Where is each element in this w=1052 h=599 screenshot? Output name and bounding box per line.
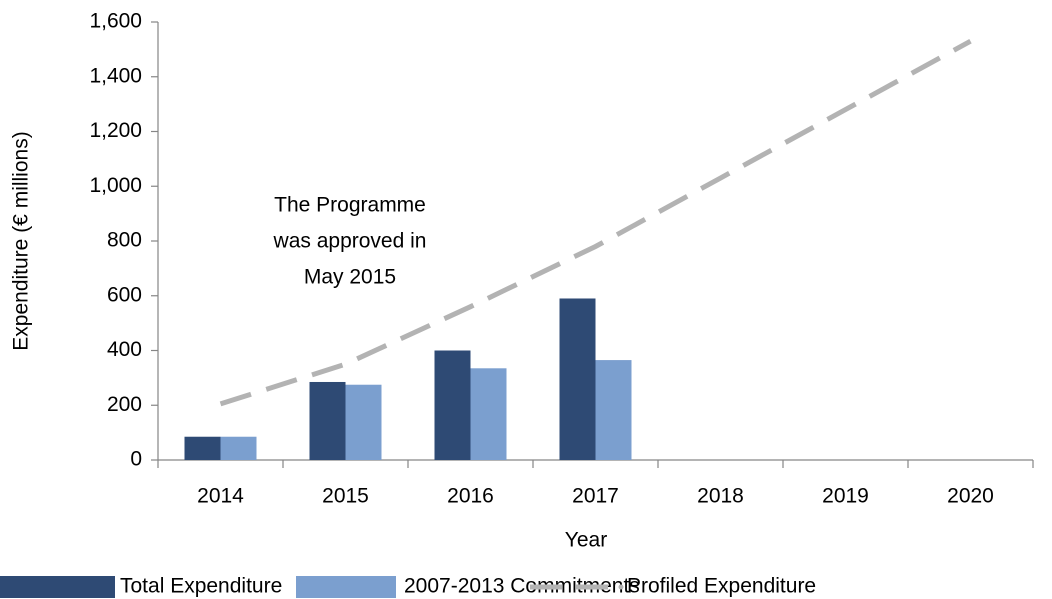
annotation: May 2015 — [304, 266, 396, 289]
legend-label: Profiled Expenditure — [627, 575, 816, 598]
legend-label: 2007-2013 Commitments — [404, 575, 640, 598]
x-axis-label: Year — [565, 529, 607, 552]
x-tick-label: 2017 — [572, 485, 619, 508]
y-tick-label: 1,400 — [89, 64, 142, 87]
annotation: The Programme — [274, 194, 426, 217]
x-tick-label: 2020 — [947, 485, 994, 508]
bar — [309, 381, 346, 460]
x-tick-label: 2018 — [697, 485, 744, 508]
bar — [595, 360, 632, 460]
x-tick-label: 2016 — [447, 485, 494, 508]
bar — [434, 350, 471, 460]
bar — [345, 384, 382, 460]
legend-swatch — [0, 576, 115, 598]
y-tick-label: 1,000 — [89, 174, 142, 197]
y-tick-label: 400 — [107, 338, 142, 361]
line — [219, 38, 972, 407]
y-axis-label: Expenditure (€ millions) — [10, 131, 33, 350]
y-tick-label: 0 — [130, 448, 142, 471]
legend-swatch — [296, 576, 396, 598]
x-tick-label: 2015 — [322, 485, 369, 508]
legend-marker — [618, 584, 624, 590]
y-tick-label: 800 — [107, 229, 142, 252]
bar — [559, 298, 596, 460]
y-tick-label: 1,600 — [89, 10, 142, 33]
annotation: was approved in — [273, 230, 427, 253]
bar — [220, 436, 257, 460]
x-tick-label: 2014 — [197, 485, 244, 508]
y-tick-label: 600 — [107, 283, 142, 306]
y-tick-label: 200 — [107, 393, 142, 416]
y-tick-label: 1,200 — [89, 119, 142, 142]
x-tick-label: 2019 — [822, 485, 869, 508]
bar — [470, 368, 507, 460]
legend-label: Total Expenditure — [120, 575, 282, 598]
bar — [184, 436, 221, 460]
